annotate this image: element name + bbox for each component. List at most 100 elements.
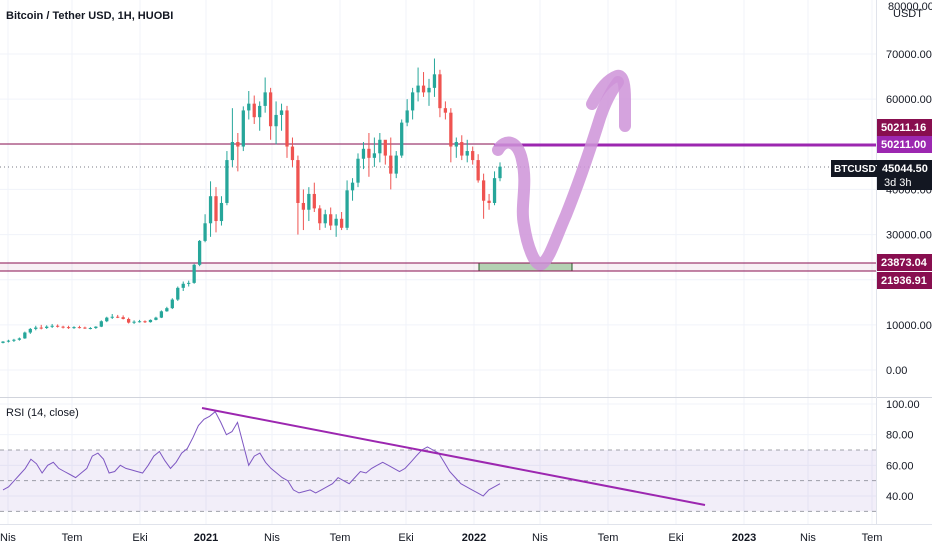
candle-body[interactable] (39, 327, 43, 329)
candle-body[interactable] (263, 92, 267, 106)
price-axis[interactable]: 70000.0060000.0050000.0040000.0030000.00… (886, 49, 932, 377)
candle-body[interactable] (432, 74, 437, 88)
candle-body[interactable] (334, 218, 338, 226)
candle-body[interactable] (339, 218, 344, 228)
candle-body[interactable] (214, 196, 218, 222)
candle-body[interactable] (443, 108, 448, 113)
candle-body[interactable] (410, 92, 415, 111)
candle-body[interactable] (454, 142, 458, 147)
candle-body[interactable] (225, 160, 229, 203)
candle-body[interactable] (498, 166, 502, 179)
candle-body[interactable] (350, 182, 355, 191)
candle-body[interactable] (34, 327, 38, 329)
candle-body[interactable] (230, 142, 235, 161)
candle-body[interactable] (296, 160, 300, 203)
candle-body[interactable] (83, 327, 87, 329)
rsi-trend-line[interactable] (201, 407, 706, 506)
brush-drawing[interactable] (492, 76, 624, 271)
candle-body[interactable] (378, 139, 382, 154)
candle-body[interactable] (247, 103, 251, 111)
candle-body[interactable] (345, 190, 349, 228)
candle-body[interactable] (1, 341, 5, 343)
candle-body[interactable] (416, 85, 420, 93)
candle-body[interactable] (236, 142, 240, 147)
candle-body[interactable] (465, 151, 469, 156)
candle-body[interactable] (23, 332, 27, 339)
candle-body[interactable] (219, 202, 224, 222)
candle-body[interactable] (301, 202, 306, 210)
candle-body[interactable] (438, 74, 442, 109)
candle-body[interactable] (356, 158, 360, 183)
candle-body[interactable] (105, 317, 109, 322)
candle-body[interactable] (405, 110, 409, 123)
candle-body[interactable] (148, 319, 153, 323)
candle-body[interactable] (28, 328, 32, 333)
candle-body[interactable] (116, 316, 120, 318)
candle-body[interactable] (279, 110, 284, 115)
candle-body[interactable] (176, 287, 180, 300)
candle-body[interactable] (126, 318, 131, 323)
candle-body[interactable] (394, 155, 398, 174)
candle-body[interactable] (361, 148, 366, 159)
candle-body[interactable] (55, 325, 60, 327)
candle-body[interactable] (481, 180, 486, 201)
candle-body[interactable] (372, 153, 377, 158)
brush-arrow-head[interactable] (586, 69, 631, 132)
candle-body[interactable] (99, 321, 103, 327)
candle-body[interactable] (258, 105, 262, 118)
candle-body[interactable] (492, 178, 497, 203)
candle-body[interactable] (312, 193, 316, 209)
candle-body[interactable] (88, 328, 93, 330)
candle-body[interactable] (181, 283, 185, 288)
candle-body[interactable] (329, 214, 333, 226)
candle-body[interactable] (17, 338, 22, 340)
candle-body[interactable] (61, 326, 65, 328)
candle-body[interactable] (389, 155, 393, 174)
candle-body[interactable] (421, 85, 426, 93)
candle-body[interactable] (476, 160, 480, 181)
candle-body[interactable] (471, 151, 475, 161)
candle-body[interactable] (318, 208, 322, 224)
candle-body[interactable] (274, 114, 278, 127)
candle-body[interactable] (290, 146, 295, 161)
candle-body[interactable] (427, 87, 431, 93)
candle-body[interactable] (72, 327, 76, 329)
candle-body[interactable] (121, 317, 125, 319)
candle-body[interactable] (252, 103, 256, 118)
candle-body[interactable] (307, 193, 311, 210)
candle-body[interactable] (77, 327, 82, 329)
candle-body[interactable] (132, 321, 136, 323)
candle-body[interactable] (6, 340, 11, 342)
candle-body[interactable] (170, 299, 174, 309)
candlestick-series[interactable] (1, 58, 502, 344)
candle-body[interactable] (187, 282, 191, 284)
candle-body[interactable] (268, 92, 273, 127)
time-axis[interactable]: Nis Tem Eki 2021 Nis Tem Eki 2022 Nis Tem Eki 2023 N… (0, 532, 882, 544)
candle-body[interactable] (449, 112, 453, 147)
candle-body[interactable] (12, 339, 16, 341)
candle-body[interactable] (203, 223, 207, 241)
candle-body[interactable] (66, 327, 71, 329)
candle-body[interactable] (241, 110, 245, 147)
candle-body[interactable] (367, 148, 371, 158)
candle-body[interactable] (383, 139, 387, 156)
price-pane[interactable] (0, 0, 876, 397)
candle-body[interactable] (159, 311, 164, 318)
candle-body[interactable] (285, 110, 289, 147)
rsi-pane[interactable] (0, 398, 876, 524)
candle-body[interactable] (487, 200, 491, 203)
candle-body[interactable] (94, 326, 98, 329)
candle-body[interactable] (45, 326, 49, 329)
rsi-line[interactable] (2, 410, 501, 497)
candle-body[interactable] (137, 321, 142, 323)
candle-body[interactable] (460, 142, 464, 156)
candle-body[interactable] (208, 196, 213, 224)
rsi-axis[interactable]: 100.00 80.00 60.00 40.00 (886, 399, 920, 503)
candle-body[interactable] (165, 308, 169, 312)
candle-body[interactable] (400, 122, 404, 156)
candle-body[interactable] (110, 316, 114, 318)
candle-body[interactable] (143, 321, 147, 323)
candle-body[interactable] (192, 264, 196, 283)
candle-body[interactable] (197, 240, 202, 265)
